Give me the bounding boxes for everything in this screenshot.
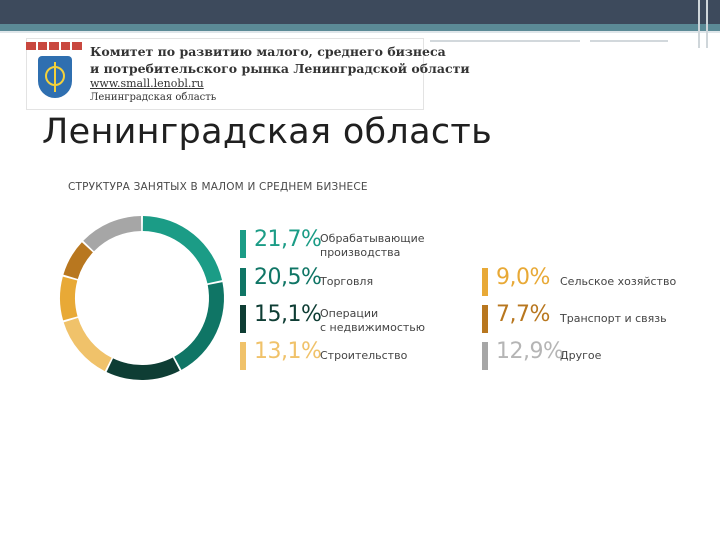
logo-org-line2: и потребительского рынка Ленинградской о… [90, 61, 470, 76]
top-bar-accent [0, 24, 720, 31]
legend-swatch [240, 230, 246, 258]
legend-label: Операции с недвижимостью [320, 307, 426, 334]
logo-url: www.small.lenobl.ru [90, 77, 204, 90]
logo-region: Ленинградская область [90, 92, 217, 103]
legend-label: Обрабатывающие производства [320, 232, 425, 259]
chart-title: СТРУКТУРА ЗАНЯТЫХ В МАЛОМ И СРЕДНЕМ БИЗН… [68, 181, 368, 193]
legend-value: 12,9% [496, 339, 564, 364]
donut-slice [83, 216, 142, 252]
header-rule [430, 40, 580, 42]
legend-label: Торговля [320, 275, 374, 288]
legend-value: 21,7% [254, 227, 322, 252]
legend-swatch [240, 342, 246, 370]
header-rule [590, 40, 668, 42]
legend-label: Сельское хозяйство [560, 275, 677, 288]
legend-swatch [240, 305, 246, 333]
flags-strip [26, 42, 82, 50]
legend-value: 15,1% [254, 302, 322, 327]
legend-label: Строительство [320, 349, 408, 362]
logo-banner [26, 38, 424, 110]
legend-label: Другое [560, 349, 602, 362]
legend-swatch [482, 268, 488, 296]
donut-slice [142, 216, 223, 284]
donut-slice [106, 357, 180, 380]
top-bar-line [0, 31, 720, 33]
donut-slice [174, 282, 224, 370]
legend-label: Транспорт и связь [560, 312, 667, 325]
legend-value: 9,0% [496, 265, 550, 290]
slide-title: Ленинградская область [42, 112, 493, 152]
legend-swatch [240, 268, 246, 296]
legend-swatch [482, 305, 488, 333]
donut-slice [60, 276, 78, 321]
corner-deco-line [698, 0, 700, 48]
logo-org-line1: Комитет по развитию малого, среднего биз… [90, 44, 446, 59]
legend-value: 13,1% [254, 339, 322, 364]
coat-of-arms-icon [38, 56, 72, 98]
legend-value: 7,7% [496, 302, 550, 327]
donut-chart [60, 216, 224, 380]
corner-deco-line [706, 0, 708, 48]
donut-slice [63, 317, 112, 372]
top-bar [0, 0, 720, 24]
legend-swatch [482, 342, 488, 370]
legend-value: 20,5% [254, 265, 322, 290]
donut-slice [63, 242, 93, 279]
